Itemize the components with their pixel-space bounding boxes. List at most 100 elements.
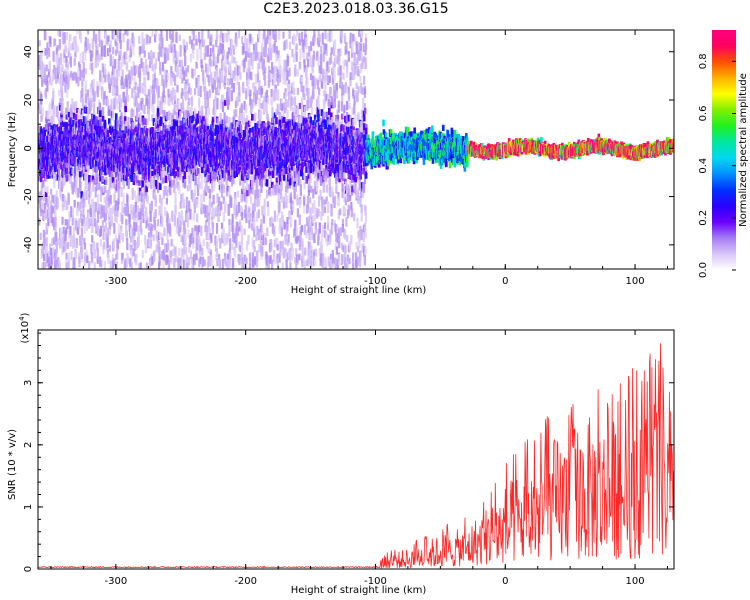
noise-cell: [198, 97, 201, 108]
noise-cell: [134, 201, 138, 213]
band-cell: [72, 119, 75, 127]
noise-cell: [75, 100, 78, 111]
band-cell: [69, 159, 73, 166]
noise-cell: [96, 211, 100, 223]
band-cell: [74, 120, 77, 126]
noise-cell: [144, 76, 147, 85]
noise-cell: [149, 85, 152, 96]
noise-cell: [87, 212, 90, 222]
noise-cell: [51, 97, 54, 109]
noise-cell: [141, 249, 144, 259]
band-cell: [98, 125, 102, 132]
noise-cell: [141, 204, 144, 216]
noise-cell: [125, 230, 129, 241]
noise-cell: [98, 203, 101, 211]
noise-cell: [142, 186, 145, 195]
noise-cell: [53, 260, 57, 269]
noise-cell: [163, 185, 166, 196]
noise-cell: [66, 241, 69, 249]
band-cell: [107, 162, 111, 170]
noise-cell: [161, 237, 164, 245]
noise-cell: [57, 167, 61, 176]
band-cell: [130, 175, 133, 183]
noise-cell: [50, 188, 53, 195]
noise-cell: [41, 262, 44, 269]
noise-cell: [60, 187, 63, 200]
noise-cell: [131, 250, 134, 259]
noise-cell: [154, 34, 157, 43]
noise-cell: [86, 89, 90, 100]
noise-cell: [106, 232, 109, 240]
noise-cell: [189, 53, 192, 63]
noise-cell: [101, 47, 104, 57]
band-cell: [110, 144, 113, 151]
noise-cell: [45, 64, 48, 72]
noise-cell: [92, 87, 95, 95]
noise-cell: [157, 173, 160, 180]
noise-cell: [192, 31, 195, 41]
noise-cell: [153, 93, 156, 104]
noise-cell: [116, 201, 120, 211]
noise-cell: [129, 236, 133, 243]
noise-cell: [99, 225, 103, 236]
noise-cell: [101, 73, 104, 85]
noise-cell: [147, 98, 150, 109]
noise-cell: [188, 35, 192, 45]
noise-cell: [52, 50, 55, 62]
noise-cell: [51, 194, 54, 202]
noise-cell: [87, 165, 90, 172]
noise-cell: [165, 47, 168, 57]
noise-cell: [59, 180, 62, 189]
noise-cell: [43, 261, 46, 269]
noise-cell: [99, 190, 103, 203]
noise-cell: [116, 69, 119, 81]
noise-cell: [171, 30, 174, 43]
noise-cell: [68, 210, 71, 222]
noise-cell: [126, 61, 129, 72]
noise-cell: [192, 51, 195, 59]
noise-cell: [95, 220, 98, 231]
noise-cell: [139, 46, 142, 54]
noise-cell: [160, 46, 163, 58]
noise-cell: [76, 207, 79, 216]
noise-cell: [117, 30, 120, 42]
noise-cell: [71, 208, 75, 219]
noise-cell: [46, 42, 49, 54]
noise-cell: [124, 167, 127, 180]
noise-cell: [58, 77, 61, 85]
band-cell: [142, 117, 145, 125]
noise-cell: [80, 227, 83, 237]
noise-cell: [84, 43, 87, 53]
band-cell: [151, 127, 154, 135]
noise-cell: [118, 228, 121, 236]
noise-cell: [71, 215, 74, 226]
noise-cell: [128, 69, 131, 77]
noise-cell: [137, 169, 140, 180]
band-cell: [61, 165, 65, 174]
noise-cell: [115, 164, 118, 172]
band-cell: [88, 176, 92, 184]
noise-cell: [141, 82, 144, 93]
noise-cell: [158, 34, 161, 41]
noise-cell: [48, 256, 51, 267]
noise-cell: [125, 220, 128, 231]
noise-cell: [207, 215, 211, 225]
noise-cell: [132, 36, 135, 47]
noise-cell: [102, 228, 105, 241]
noise-cell: [168, 97, 171, 107]
noise-cell: [133, 228, 136, 236]
band-cell: [74, 171, 77, 179]
noise-cell: [147, 216, 151, 227]
noise-cell: [190, 96, 194, 107]
noise-cell: [176, 84, 179, 93]
noise-cell: [116, 119, 119, 131]
band-cell: [76, 107, 79, 114]
noise-cell: [86, 255, 89, 264]
noise-cell: [41, 64, 44, 76]
band-cell: [131, 143, 134, 152]
band-cell: [142, 165, 145, 172]
band-cell: [57, 161, 61, 168]
noise-cell: [79, 32, 83, 43]
noise-cell: [53, 174, 56, 185]
noise-cell: [139, 112, 142, 124]
